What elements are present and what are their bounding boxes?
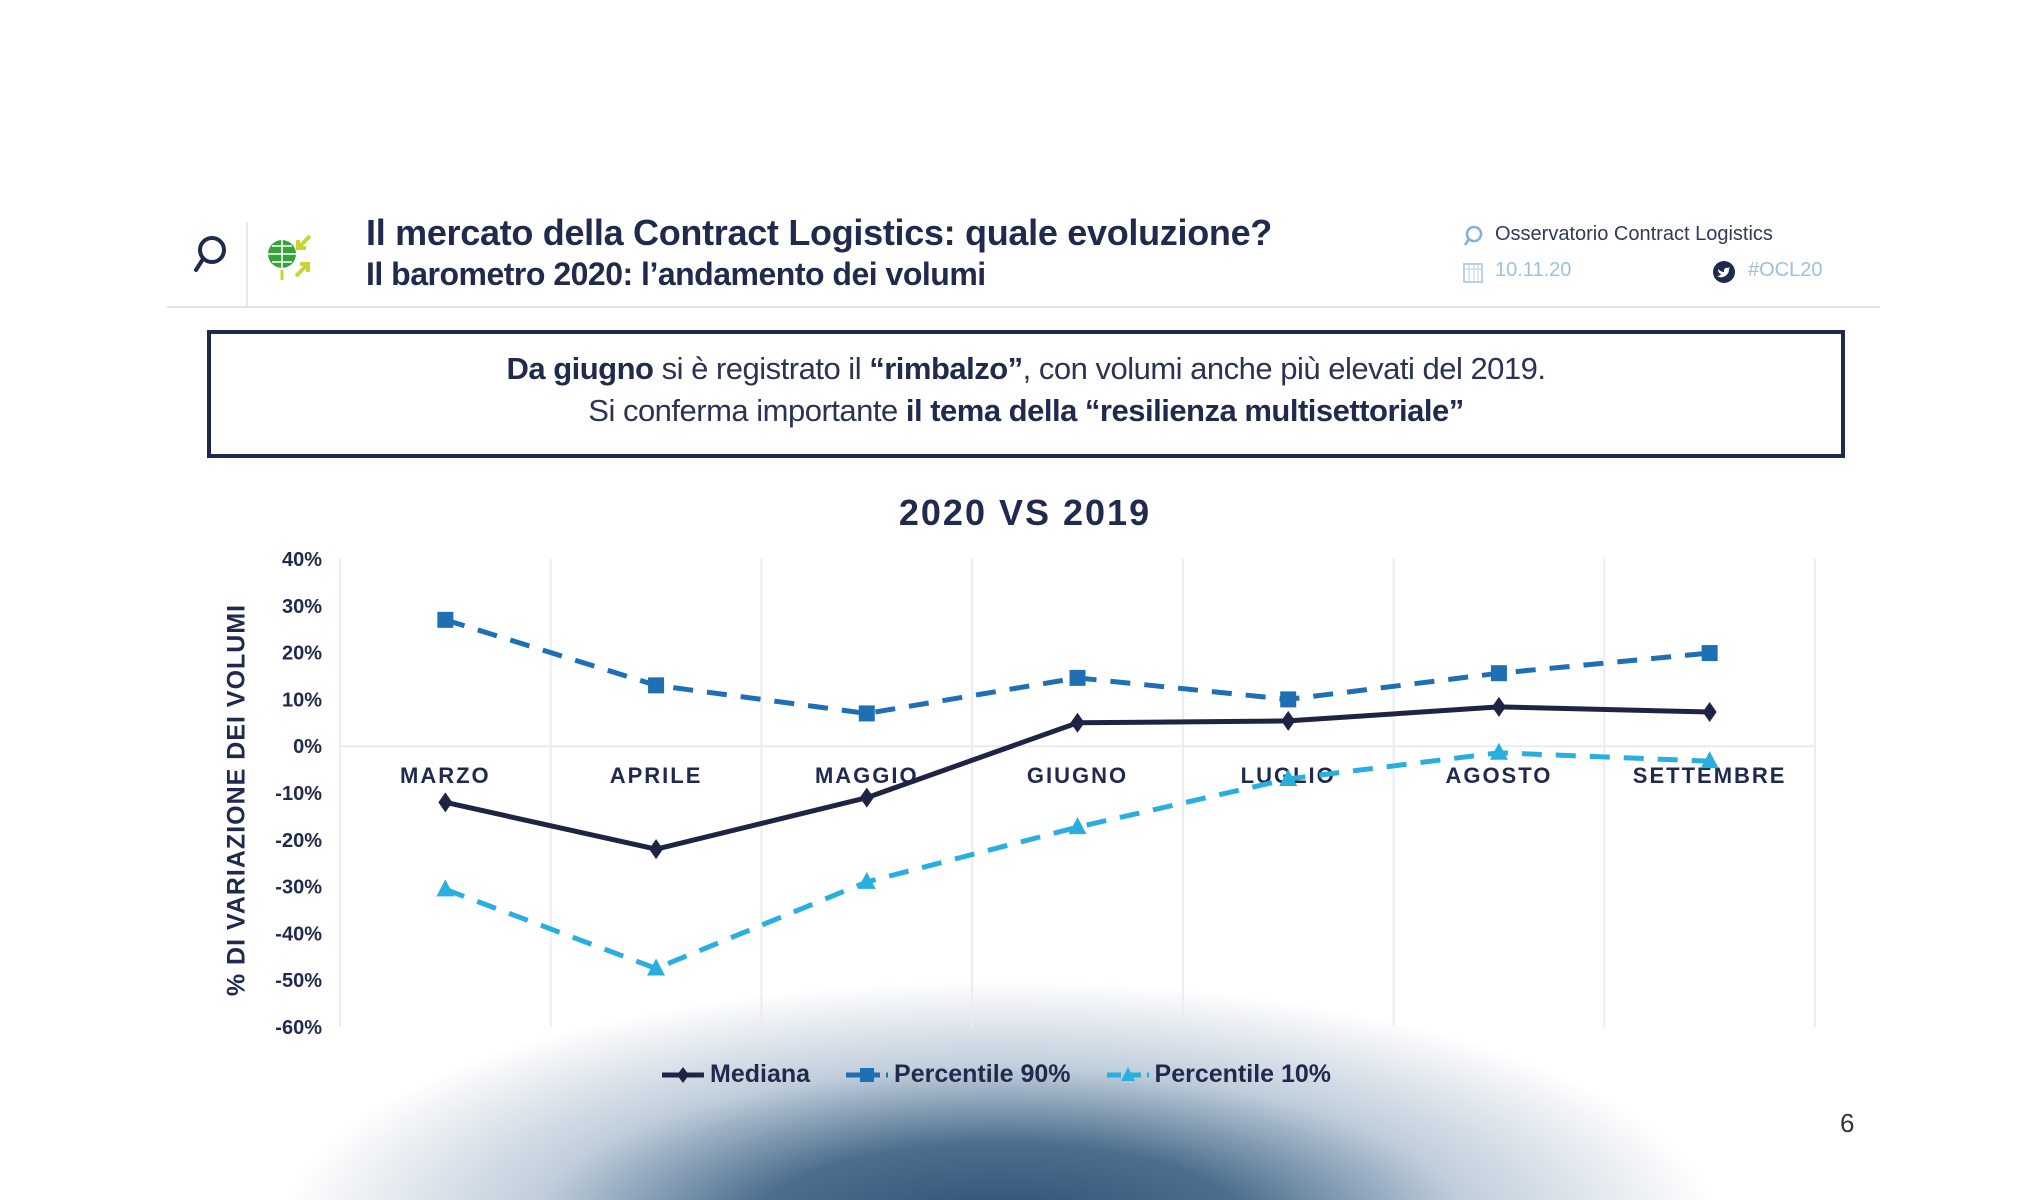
data-point-triangle	[647, 958, 666, 976]
data-point-triangle	[1700, 751, 1719, 769]
highlight-resilienza: il tema della “resilienza multisettorial…	[905, 393, 1464, 428]
legend-label: Mediana	[710, 1060, 811, 1088]
observatory-label: Osservatorio Contract Logistics	[1495, 223, 1773, 245]
chart-legend: Mediana Percentile 90% Percentile 10%	[660, 1060, 1331, 1089]
text: Si conferma importante	[588, 393, 906, 428]
y-tick-label: 10%	[282, 689, 322, 711]
legend-triangle-marker-icon	[1106, 1066, 1149, 1081]
highlight-rimbalzo: “rimbalzo”	[869, 351, 1023, 386]
y-tick-label: 40%	[282, 549, 322, 571]
data-point-triangle	[1279, 768, 1298, 786]
legend-square-marker-icon	[846, 1067, 889, 1082]
y-tick-label: -20%	[275, 830, 322, 852]
slide-subtitle: Il barometro 2020: l’andamento dei volum…	[366, 256, 986, 292]
legend-item-p90: Percentile 90%	[844, 1060, 1071, 1089]
magnifier-small-icon	[1463, 225, 1483, 246]
hashtag-label: #OCL20	[1748, 259, 1823, 281]
legend-diamond-marker-icon	[662, 1066, 704, 1083]
globe-arrows-logo-icon	[268, 234, 312, 280]
twitter-icon	[1713, 261, 1735, 283]
data-point-square	[858, 705, 875, 722]
header-separator	[167, 306, 1880, 308]
data-point-diamond	[649, 839, 664, 860]
header-divider	[246, 222, 248, 306]
x-category-label: MARZO	[400, 763, 491, 788]
series-line-percentile-90-	[444, 617, 1710, 716]
data-point-diamond	[1491, 696, 1506, 717]
y-tick-label: 30%	[282, 596, 322, 618]
data-point-diamond	[438, 792, 453, 813]
data-point-diamond	[1702, 702, 1717, 723]
data-point-triangle	[1489, 742, 1508, 760]
y-tick-label: -50%	[275, 970, 322, 992]
y-tick-label: -40%	[275, 923, 322, 945]
magnifier-logo-icon	[194, 236, 226, 272]
text: , con volumi anche più elevati del 2019.	[1022, 351, 1546, 386]
key-message-box: Da giugno si è registrato il “rimbalzo”,…	[207, 330, 1845, 458]
key-message-line-2: Si conferma importante il tema della “re…	[211, 390, 1841, 432]
data-point-square	[437, 611, 454, 628]
chart-title: 2020 VS 2019	[898, 492, 1152, 533]
x-category-label: GIUGNO	[1027, 763, 1128, 788]
data-point-square	[1069, 669, 1086, 686]
data-point-triangle	[436, 879, 455, 897]
legend-item-p10: Percentile 10%	[1105, 1060, 1332, 1089]
data-point-diamond	[1281, 710, 1296, 731]
x-category-label: AGOSTO	[1445, 763, 1552, 788]
legend-item-mediana: Mediana	[660, 1060, 810, 1089]
data-point-square	[1701, 645, 1718, 662]
data-point-square	[648, 677, 665, 694]
data-point-square	[1490, 665, 1507, 682]
data-point-triangle	[1068, 817, 1087, 835]
y-tick-label: -30%	[275, 877, 322, 899]
y-tick-label: -60%	[275, 1017, 322, 1039]
data-point-diamond	[1070, 712, 1085, 733]
y-tick-label: -10%	[275, 783, 322, 805]
y-tick-label: 20%	[282, 643, 322, 665]
slide-title: Il mercato della Contract Logistics: qua…	[366, 212, 1272, 253]
data-point-diamond	[859, 787, 874, 808]
legend-label: Percentile 90%	[894, 1060, 1071, 1088]
date-label: 10.11.20	[1495, 259, 1572, 281]
data-point-triangle	[857, 871, 876, 889]
text: si è registrato il	[653, 351, 870, 386]
page-number: 6	[1840, 1108, 1855, 1138]
y-tick-label: 0%	[293, 736, 322, 758]
highlight-da-giugno: Da giugno	[506, 351, 654, 386]
legend-label: Percentile 10%	[1154, 1060, 1332, 1088]
data-point-square	[1280, 691, 1297, 708]
calendar-icon	[1463, 263, 1483, 283]
x-category-label: APRILE	[610, 763, 703, 788]
key-message-line-1: Da giugno si è registrato il “rimbalzo”,…	[211, 348, 1841, 390]
